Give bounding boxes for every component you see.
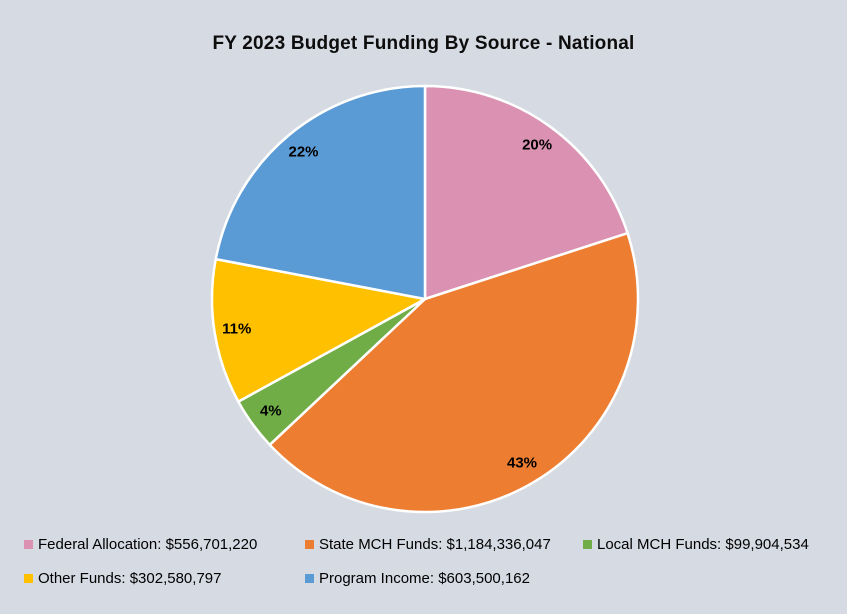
pie-slice-percent-label: 11% [222,320,251,337]
pie-slice-federal-allocation [423,84,629,301]
pie-slice-percent-label: 4% [260,403,282,420]
pie-slice-percent-label: 43% [507,455,537,472]
chart-title: FY 2023 Budget Funding By Source - Natio… [212,33,635,54]
pie-slice-other-funds [210,257,427,403]
pie-slice-percent-label: 20% [522,136,552,153]
pie-slice-state-mch-funds [268,231,640,514]
pie-slice-program-income [214,84,427,301]
pie-slice-percent-label: 22% [288,144,318,161]
